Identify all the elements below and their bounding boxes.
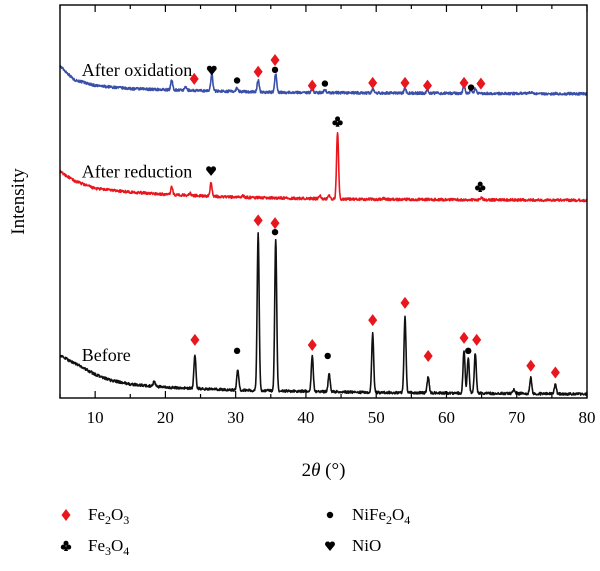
circle-marker [467,84,475,91]
diamond-marker [270,54,280,67]
x-tick-label: 60 [438,408,455,427]
x-tick-label: 40 [297,408,314,427]
diamond-marker [307,79,317,92]
diamond-marker [476,77,486,90]
legend-layer: Fe2O3 NiFe2O4 Fe3O4 NiO [60,505,410,558]
circle-marker [321,80,329,87]
legend-heart-icon [325,541,335,551]
legend-item-nio: NiO [325,536,381,555]
x-tick-label: 10 [87,408,104,427]
circle-marker [233,77,241,84]
diamond-marker [459,76,469,89]
series-layer: After oxidation After reduction Before [59,60,588,396]
heart-marker [206,166,217,176]
y-axis-title: Intensity [8,168,29,235]
after-oxidation-curve [59,64,588,96]
x-tick-label: 70 [508,408,525,427]
diamond-marker [368,314,378,327]
diamond-marker [550,366,560,379]
legend-label: NiFe2O4 [352,505,410,527]
club-marker [474,181,486,192]
heart-marker [206,65,217,76]
x-tick-label: 50 [368,408,385,427]
diamond-marker [190,333,200,346]
legend-club-icon [60,540,72,551]
circle-marker [233,347,241,355]
x-axis-title: 2θ (°) [302,460,346,481]
x-tick-label: 30 [227,408,244,427]
before-label: Before [82,345,131,365]
diamond-marker [459,331,469,344]
marker-layer [189,54,560,379]
circle-marker [271,228,279,236]
after-reduction-curve [59,131,588,203]
legend-item-fe2o3: Fe2O3 [61,505,129,527]
diamond-marker [189,72,199,85]
after-oxidation-label: After oxidation [82,60,192,80]
diamond-marker [307,338,317,351]
diamond-marker [423,349,433,362]
x-tick-label: 80 [579,408,596,427]
circle-marker [271,66,279,74]
diamond-marker [472,333,482,346]
legend-item-nife2o4: NiFe2O4 [326,505,410,527]
diamond-marker [368,76,378,89]
legend-label: Fe3O4 [88,536,129,558]
diamond-marker [270,217,280,230]
club-marker [332,116,343,127]
diamond-marker [253,214,263,227]
circle-marker [324,352,331,360]
x-tick-label: 20 [157,408,174,427]
legend-item-fe3o4: Fe3O4 [60,536,129,558]
legend-circle-icon [326,511,334,519]
legend-diamond-icon [61,509,71,521]
legend-label: NiO [352,536,381,555]
diamond-marker [526,359,536,372]
legend-label: Fe2O3 [88,505,129,527]
before-curve [59,232,588,396]
diamond-marker [422,79,432,92]
circle-marker [465,347,472,355]
axis-layer: 10 20 30 40 50 60 70 80 2θ (°) Intensity [8,4,596,481]
after-reduction-label: After reduction [82,162,192,182]
plot-frame [59,4,588,399]
diamond-marker [400,296,410,309]
diamond-marker [400,76,410,89]
diamond-marker [253,65,263,78]
